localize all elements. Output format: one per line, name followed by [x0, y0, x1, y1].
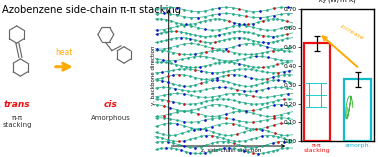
Bar — [304, 43, 330, 141]
Bar — [344, 79, 371, 141]
Text: heat: heat — [56, 48, 73, 57]
Text: Azobenzene side-chain π-π stacking: Azobenzene side-chain π-π stacking — [2, 5, 181, 15]
Text: π-π
stacking: π-π stacking — [3, 115, 32, 128]
Text: y, backbone direction: y, backbone direction — [151, 46, 156, 105]
Text: $k_z$ (W/m·K): $k_z$ (W/m·K) — [318, 0, 357, 5]
Text: Amorphous: Amorphous — [90, 115, 130, 121]
Text: z, side-chain direction: z, side-chain direction — [201, 147, 262, 152]
Text: cis: cis — [104, 100, 117, 109]
Text: trans: trans — [4, 100, 31, 109]
Text: increase: increase — [339, 23, 365, 41]
